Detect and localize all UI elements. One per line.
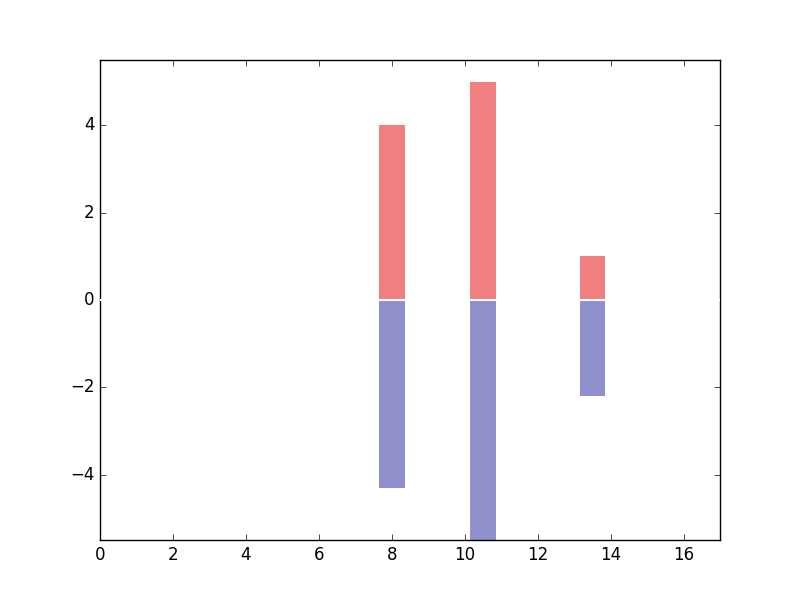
- Bar: [379, 300, 405, 488]
- Bar: [470, 300, 496, 540]
- Bar: [470, 82, 496, 300]
- Bar: [379, 125, 405, 300]
- Bar: [579, 256, 605, 300]
- Bar: [579, 300, 605, 396]
